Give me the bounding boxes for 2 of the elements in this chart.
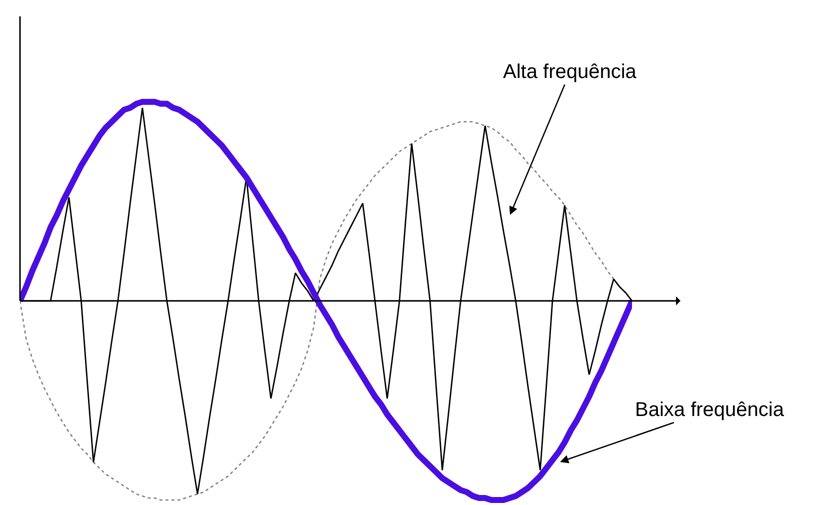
text: Alta frequência bbox=[503, 61, 638, 83]
annotation: Baixa frequência bbox=[635, 399, 785, 421]
